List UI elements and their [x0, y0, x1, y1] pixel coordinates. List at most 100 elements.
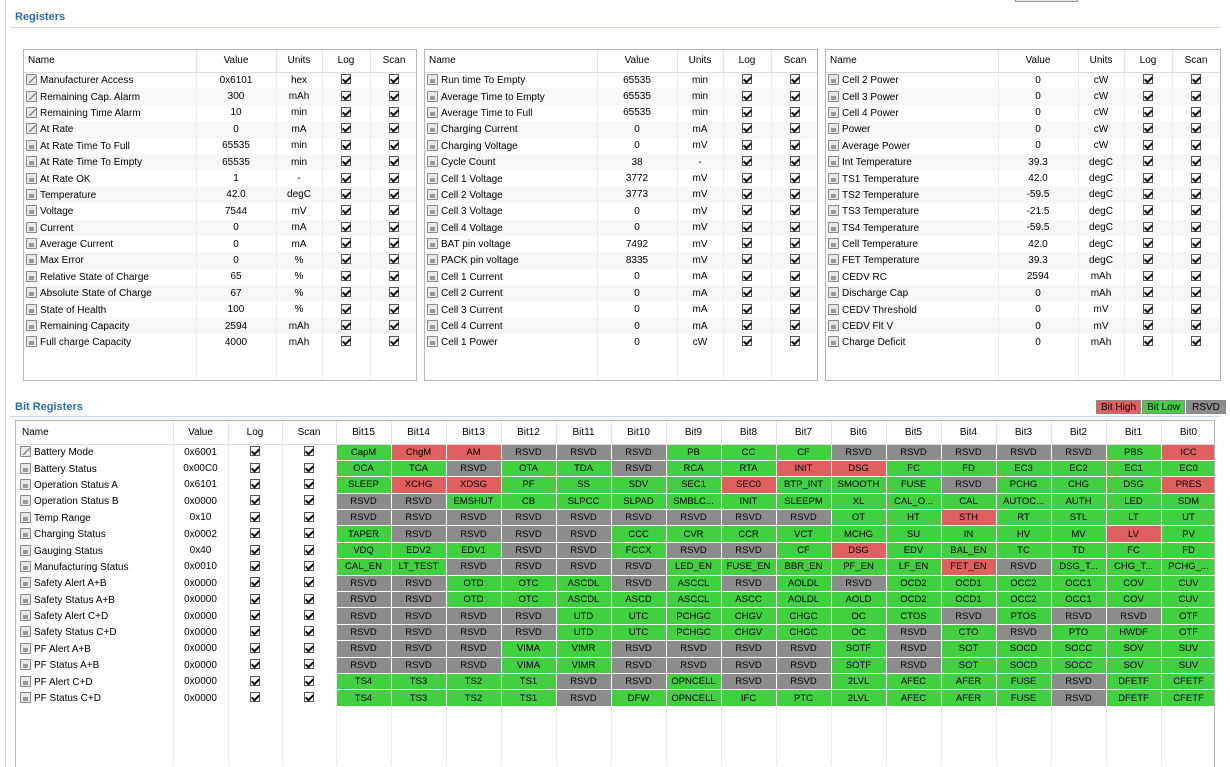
register-value[interactable]: 300 — [196, 88, 277, 105]
scan-checkbox[interactable] — [1191, 205, 1201, 216]
register-row[interactable]: Full charge Capacity 4000 mAh — [24, 334, 416, 351]
register-row[interactable]: Cell 1 Current 0 mA — [425, 268, 817, 286]
log-checkbox[interactable] — [341, 221, 351, 232]
bit-cell[interactable]: RSVD — [500, 443, 557, 461]
log-checkbox[interactable] — [1143, 254, 1153, 265]
scan-checkbox[interactable] — [304, 692, 314, 703]
bit-register-row[interactable]: Charging Status 0x0002 TAPER RSVD RSVD RSVD RS… — [16, 525, 1214, 543]
scan-checkbox[interactable] — [389, 90, 399, 101]
bit-register-value[interactable]: 0x6001 — [173, 444, 229, 461]
register-row[interactable]: Charging Voltage 0 mV — [425, 137, 817, 154]
register-row[interactable]: At Rate 0 mA — [24, 121, 416, 138]
edit-icon[interactable] — [26, 123, 37, 135]
bit-register-row[interactable]: Safety Status A+B 0x0000 RSVD RSVD OTD OTC ASC… — [16, 591, 1214, 609]
register-row[interactable]: At Rate Time To Full 65535 min — [24, 137, 416, 154]
log-checkbox[interactable] — [1143, 320, 1153, 331]
scan-checkbox[interactable] — [389, 320, 399, 331]
log-checkbox[interactable] — [742, 238, 752, 249]
log-checkbox[interactable] — [341, 287, 351, 298]
edit-icon[interactable] — [26, 74, 37, 86]
log-checkbox[interactable] — [341, 123, 351, 134]
register-row[interactable]: Discharge Cap 0 mAh — [826, 285, 1220, 302]
bit-cell[interactable]: RSVD — [940, 443, 997, 461]
log-checkbox[interactable] — [250, 659, 260, 670]
bit-register-row[interactable]: PF Status A+B 0x0000 RSVD RSVD RSVD VIMA VIMR R… — [16, 656, 1214, 674]
scan-checkbox[interactable] — [790, 74, 800, 85]
log-checkbox[interactable] — [1143, 205, 1153, 216]
log-checkbox[interactable] — [742, 270, 752, 281]
register-row[interactable]: At Rate OK 1- — [24, 170, 416, 187]
top-toolbar-button[interactable] — [1015, 0, 1078, 2]
register-row[interactable]: Average Time to Full 65535 min — [425, 104, 817, 122]
scan-checkbox[interactable] — [304, 675, 314, 686]
scan-checkbox[interactable] — [1191, 221, 1201, 232]
log-checkbox[interactable] — [250, 462, 260, 473]
log-checkbox[interactable] — [341, 254, 351, 265]
log-checkbox[interactable] — [742, 139, 752, 150]
bit-cell[interactable]: RSVD — [1050, 443, 1107, 461]
bit-register-row[interactable]: Operation Status B 0x0000 RSVD RSVD EMSHUT CB… — [16, 492, 1214, 511]
log-checkbox[interactable] — [742, 221, 752, 232]
log-checkbox[interactable] — [250, 626, 260, 637]
register-row[interactable]: Cell 3 Voltage 0 mV — [425, 203, 817, 220]
log-checkbox[interactable] — [742, 303, 752, 314]
scan-checkbox[interactable] — [389, 106, 399, 117]
log-checkbox[interactable] — [250, 560, 260, 571]
scan-checkbox[interactable] — [304, 478, 314, 489]
register-row[interactable]: TS1 Temperature 42.0 degC — [826, 170, 1220, 187]
scan-checkbox[interactable] — [389, 188, 399, 199]
log-checkbox[interactable] — [341, 336, 351, 347]
scan-checkbox[interactable] — [1191, 90, 1201, 101]
scan-checkbox[interactable] — [790, 287, 800, 298]
log-checkbox[interactable] — [1143, 270, 1153, 281]
register-row[interactable]: At Rate Time To Empty 65535 min — [24, 153, 416, 171]
register-row[interactable]: Average Current 0 mA — [24, 235, 416, 253]
log-checkbox[interactable] — [250, 675, 260, 686]
register-row[interactable]: PACK pin voltage 8335 mV — [425, 252, 817, 269]
scan-checkbox[interactable] — [389, 254, 399, 265]
scan-checkbox[interactable] — [790, 336, 800, 347]
register-row[interactable]: BAT pin voltage 7492 mV — [425, 235, 817, 253]
scan-checkbox[interactable] — [389, 287, 399, 298]
scan-checkbox[interactable] — [304, 610, 314, 621]
register-row[interactable]: Cell 3 Current 0 mA — [425, 301, 817, 318]
log-checkbox[interactable] — [250, 446, 260, 457]
log-checkbox[interactable] — [250, 593, 260, 604]
scan-checkbox[interactable] — [790, 270, 800, 281]
scan-checkbox[interactable] — [1191, 188, 1201, 199]
log-checkbox[interactable] — [1143, 123, 1153, 134]
register-value[interactable]: 10 — [196, 104, 277, 122]
scan-checkbox[interactable] — [304, 659, 314, 670]
log-checkbox[interactable] — [341, 205, 351, 216]
log-checkbox[interactable] — [742, 205, 752, 216]
bit-cell[interactable]: RSVD — [830, 443, 887, 461]
log-checkbox[interactable] — [742, 188, 752, 199]
register-row[interactable]: Charge Deficit 0 mAh — [826, 334, 1220, 351]
log-checkbox[interactable] — [1143, 287, 1153, 298]
scan-checkbox[interactable] — [1191, 74, 1201, 85]
bit-cell[interactable]: RSVD — [885, 443, 942, 461]
bit-register-row[interactable]: Battery Status 0x00C0 OCA TCA RSVD OTA TDA RSVD… — [16, 459, 1214, 478]
bit-cell[interactable]: AM — [445, 443, 502, 461]
log-checkbox[interactable] — [742, 106, 752, 117]
register-row[interactable]: Remaining Time Alarm 10 min — [24, 104, 416, 122]
log-checkbox[interactable] — [1143, 188, 1153, 199]
scan-checkbox[interactable] — [389, 172, 399, 183]
register-row[interactable]: Cell 1 Voltage 3772 mV — [425, 170, 817, 187]
log-checkbox[interactable] — [742, 90, 752, 101]
bit-cell[interactable]: ChgM — [390, 443, 447, 461]
log-checkbox[interactable] — [1143, 238, 1153, 249]
scan-checkbox[interactable] — [389, 221, 399, 232]
scan-checkbox[interactable] — [389, 270, 399, 281]
scan-checkbox[interactable] — [1191, 320, 1201, 331]
edit-icon[interactable] — [20, 446, 31, 458]
register-row[interactable]: Cell 4 Current 0 mA — [425, 317, 817, 335]
scan-checkbox[interactable] — [790, 123, 800, 134]
scan-checkbox[interactable] — [389, 336, 399, 347]
scan-checkbox[interactable] — [790, 172, 800, 183]
log-checkbox[interactable] — [341, 188, 351, 199]
log-checkbox[interactable] — [1143, 303, 1153, 314]
log-checkbox[interactable] — [250, 610, 260, 621]
log-checkbox[interactable] — [1143, 139, 1153, 150]
bit-register-row[interactable]: Temp Range 0x10 RSVD RSVD RSVD RSVD RSVD RSVD RS… — [16, 509, 1214, 527]
